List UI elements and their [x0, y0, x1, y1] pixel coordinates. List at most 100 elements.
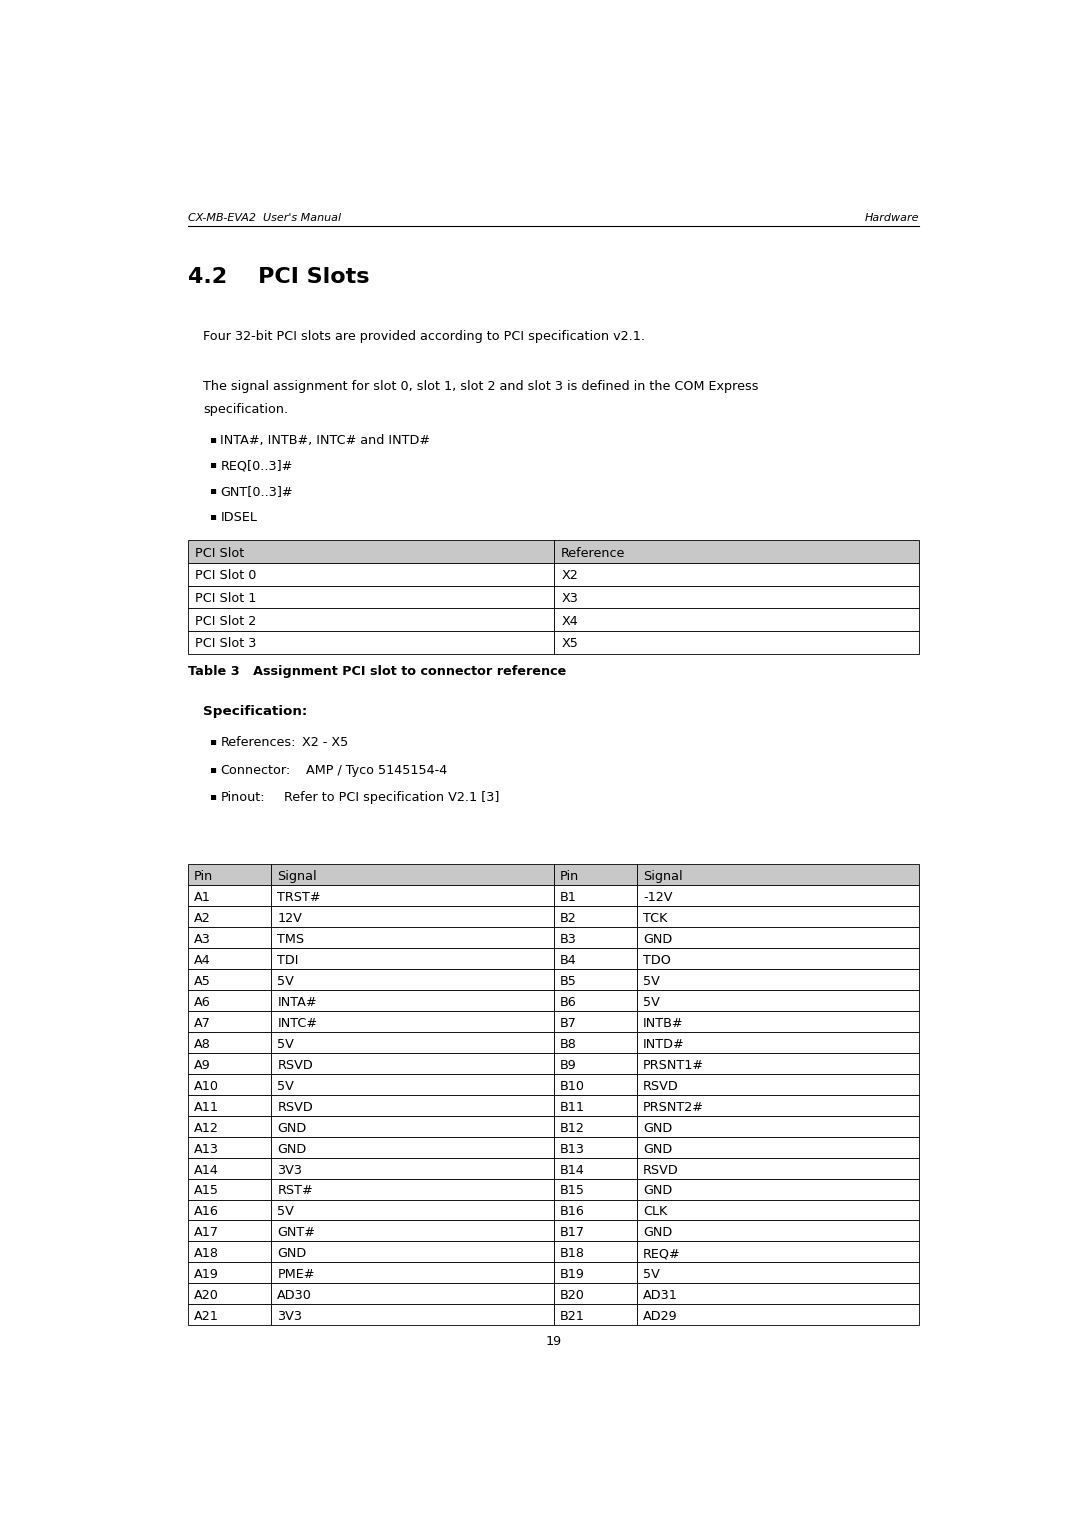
Bar	[554, 1074, 637, 1094]
Bar	[554, 1284, 637, 1305]
Text: B17: B17	[559, 1227, 584, 1239]
Text: B5: B5	[559, 975, 577, 989]
Text: Hardware: Hardware	[865, 212, 919, 223]
Bar	[188, 1012, 271, 1031]
Text: 5V: 5V	[643, 975, 660, 989]
Bar	[188, 585, 554, 608]
Text: IDSEL: IDSEL	[220, 510, 257, 524]
Bar	[554, 906, 637, 927]
Text: A9: A9	[194, 1059, 211, 1071]
Bar	[637, 865, 919, 885]
Bar	[554, 1199, 637, 1221]
Bar	[554, 1262, 637, 1284]
Text: X4: X4	[562, 614, 578, 628]
Bar	[271, 969, 554, 990]
Bar	[554, 990, 637, 1012]
Text: Refer to PCI specification V2.1 [3]: Refer to PCI specification V2.1 [3]	[284, 792, 499, 804]
Text: B4: B4	[559, 953, 577, 967]
Text: A16: A16	[194, 1206, 219, 1218]
Text: Specification:: Specification:	[203, 706, 308, 718]
Text: A10: A10	[194, 1080, 219, 1093]
Text: REQ[0..3]#: REQ[0..3]#	[220, 460, 293, 472]
Bar	[271, 1137, 554, 1158]
Text: PCI Slot 2: PCI Slot 2	[195, 614, 257, 628]
Bar	[271, 1305, 554, 1325]
Bar	[188, 1284, 271, 1305]
Text: A20: A20	[194, 1290, 219, 1302]
Text: B16: B16	[559, 1206, 584, 1218]
Bar	[637, 1012, 919, 1031]
Text: 3V3: 3V3	[278, 1163, 302, 1177]
Text: Signal: Signal	[278, 871, 316, 883]
Text: B2: B2	[559, 912, 577, 924]
Text: 12V: 12V	[278, 912, 302, 924]
Bar	[271, 865, 554, 885]
Text: ▪: ▪	[208, 792, 216, 801]
Bar	[554, 608, 919, 631]
Text: TRST#: TRST#	[278, 891, 321, 905]
Bar	[554, 1115, 637, 1137]
Text: X2: X2	[562, 570, 578, 582]
Bar	[637, 1158, 919, 1178]
Bar	[554, 927, 637, 949]
Bar	[271, 1158, 554, 1178]
Text: A6: A6	[194, 996, 211, 1008]
Bar	[554, 631, 919, 654]
Text: B1: B1	[559, 891, 577, 905]
Bar	[271, 1262, 554, 1284]
Text: 3V3: 3V3	[278, 1309, 302, 1323]
Bar	[637, 1115, 919, 1137]
Text: 5V: 5V	[278, 1038, 294, 1051]
Bar	[554, 1012, 637, 1031]
Text: TDI: TDI	[278, 953, 299, 967]
Text: GNT[0..3]#: GNT[0..3]#	[220, 486, 293, 498]
Text: A2: A2	[194, 912, 211, 924]
Bar	[271, 949, 554, 969]
Text: B3: B3	[559, 934, 577, 946]
Bar	[188, 969, 271, 990]
Bar	[637, 969, 919, 990]
Bar	[554, 1158, 637, 1178]
Bar	[271, 1074, 554, 1094]
Text: AMP / Tyco 5145154-4: AMP / Tyco 5145154-4	[306, 764, 447, 776]
Bar	[554, 585, 919, 608]
Bar	[188, 562, 554, 585]
Text: B12: B12	[559, 1122, 584, 1135]
Bar	[188, 1199, 271, 1221]
Text: GNT#: GNT#	[278, 1227, 315, 1239]
Bar	[554, 1221, 637, 1241]
Bar	[188, 990, 271, 1012]
Text: INTB#: INTB#	[643, 1018, 684, 1030]
Bar	[554, 1305, 637, 1325]
Bar	[637, 1199, 919, 1221]
Bar	[554, 949, 637, 969]
Bar	[271, 1012, 554, 1031]
Bar	[637, 1284, 919, 1305]
Text: 5V: 5V	[643, 1268, 660, 1280]
Text: A11: A11	[194, 1100, 219, 1114]
Bar	[637, 1221, 919, 1241]
Text: A4: A4	[194, 953, 211, 967]
Text: B18: B18	[559, 1247, 584, 1261]
Text: PCI Slot 0: PCI Slot 0	[195, 570, 257, 582]
Text: RSVD: RSVD	[278, 1100, 313, 1114]
Text: -12V: -12V	[643, 891, 673, 905]
Text: Reference: Reference	[562, 547, 625, 559]
Bar	[637, 906, 919, 927]
Text: Four 32-bit PCI slots are provided according to PCI specification v2.1.: Four 32-bit PCI slots are provided accor…	[203, 330, 645, 342]
Bar	[188, 1178, 271, 1199]
Text: B9: B9	[559, 1059, 577, 1071]
Text: X2 - X5: X2 - X5	[301, 736, 348, 749]
Bar	[554, 1178, 637, 1199]
Bar	[188, 1221, 271, 1241]
Bar	[188, 631, 554, 654]
Text: AD31: AD31	[643, 1290, 678, 1302]
Text: TDO: TDO	[643, 953, 671, 967]
Text: INTA#: INTA#	[278, 996, 316, 1008]
Text: A18: A18	[194, 1247, 219, 1261]
Text: RST#: RST#	[278, 1184, 313, 1198]
Text: A14: A14	[194, 1163, 219, 1177]
Bar	[271, 927, 554, 949]
Bar	[188, 1241, 271, 1262]
Text: TMS: TMS	[278, 934, 305, 946]
